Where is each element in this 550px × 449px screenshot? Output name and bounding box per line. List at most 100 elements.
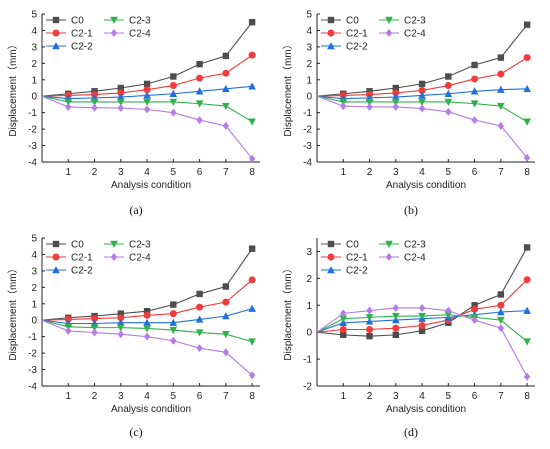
x-tick-label: 7 [498,167,504,178]
x-tick-label: 3 [118,167,124,178]
x-tick-label: 6 [472,391,478,402]
point-C2-3-5 [444,311,453,319]
point-C2-2-8 [248,304,256,312]
point-C0-7 [222,52,230,60]
point-C2-1-3 [117,89,125,97]
point-C2-3-6 [470,100,479,108]
point-C2-4-2 [366,306,373,315]
y-tick-label: 1 [31,75,37,86]
point-C0-4 [418,327,426,335]
y-tick-label: -2 [28,125,37,136]
x-tick-label: 1 [65,167,71,178]
point-C0-8 [248,19,256,26]
point-C2-4-6 [471,116,478,125]
legend-marker-C0 [52,240,60,248]
point-C2-3-3 [116,324,125,332]
point-C2-3-2 [365,98,374,106]
point-C2-4-3 [392,303,399,312]
panel-2: -4 -3 -2 -1 0 1 2 3 4 5 1 2 3 4 5 6 7 8 Analysis condition… [7,234,260,439]
point-C2-1-6 [471,75,479,83]
point-C0-8 [523,244,531,251]
point-C2-4-7 [497,324,505,333]
point-C2-4-8 [523,153,531,162]
point-C2-4-4 [418,104,426,113]
point-C2-2-8 [523,84,531,93]
point-C2-2-7 [222,84,230,93]
x-tick-label: 5 [446,391,452,402]
point-C2-2-5 [169,318,178,326]
y-tick-label: 3 [306,247,312,258]
point-C2-1-2 [91,315,99,323]
panel-3: -2 -1 0 1 2 3 1 2 3 4 5 6 7 8 Analysis condition Displa… [282,238,535,439]
y-tick-label: 4 [31,26,37,37]
y-tick-label: 0 [31,316,37,327]
point-C2-1-4 [143,86,151,94]
x-tick-label: 4 [144,167,150,178]
point-C2-2-6 [195,87,204,95]
point-C2-3-6 [195,329,204,337]
point-C2-3-3 [391,98,400,106]
x-axis-title: Analysis condition [111,180,191,191]
legend-label-C2-1: C2-1 [346,29,368,40]
y-tick-label: 5 [306,10,312,21]
point-C2-4-1 [65,102,72,111]
point-C2-2-4 [143,318,151,326]
legend-label-C0: C0 [346,16,359,27]
point-C2-3-6 [195,100,204,108]
x-tick-label: 5 [171,167,177,178]
point-C2-1-5 [169,82,177,90]
point-C2-3-8 [248,338,256,346]
point-C2-1-5 [169,310,177,318]
y-tick-label: 2 [306,274,312,285]
point-C2-4-8 [248,371,256,380]
point-C2-3-4 [143,98,151,106]
x-tick-label: 2 [92,167,98,178]
point-C2-3-7 [497,102,505,111]
point-C2-4-6 [196,116,203,125]
panel-label: (a) [129,203,142,217]
y-tick-label: 0 [31,92,37,103]
x-tick-label: 8 [524,391,530,402]
y-tick-label: -1 [303,108,312,119]
y-tick-label: -4 [303,158,312,169]
point-C2-1-4 [418,321,426,329]
legend-marker-C2-2 [327,42,335,50]
point-C2-4-3 [392,102,399,111]
x-tick-label: 2 [92,391,98,402]
point-C0-2 [366,333,373,340]
y-tick-label: 5 [31,234,37,245]
x-tick-label: 3 [393,391,399,402]
point-C2-4-5 [445,107,452,116]
point-C2-3-3 [391,312,400,321]
point-C2-3-7 [497,316,505,325]
x-tick-label: 7 [223,167,229,178]
point-C2-1-6 [196,74,204,82]
legend-marker-C0 [52,16,60,24]
legend-marker-C0 [327,16,335,24]
point-C2-4-8 [523,372,531,381]
point-C2-4-3 [117,104,124,113]
point-C2-3-4 [143,325,151,333]
legend-label-C2-2: C2-2 [346,266,368,277]
point-C2-1-1 [339,325,347,333]
point-C2-4-1 [65,326,72,335]
point-C2-2-3 [116,318,125,326]
x-tick-label: 1 [340,167,346,178]
x-tick-label: 1 [340,391,346,402]
y-tick-label: -1 [303,355,312,366]
point-C2-3-8 [248,118,256,126]
y-tick-label: 4 [31,250,37,261]
y-tick-label: -2 [303,382,312,393]
point-C2-2-3 [116,93,125,101]
point-C0-6 [196,60,203,68]
point-C2-4-1 [340,102,347,111]
legend-marker-C2-2 [52,266,60,274]
point-C2-2-7 [497,85,505,93]
x-tick-label: 2 [367,391,373,402]
x-tick-label: 6 [197,391,203,402]
y-tick-label: 4 [306,26,312,37]
legend-marker-C2-4 [110,253,118,261]
point-C2-1-2 [366,325,374,333]
legend-label-C2-4: C2-4 [404,253,426,264]
